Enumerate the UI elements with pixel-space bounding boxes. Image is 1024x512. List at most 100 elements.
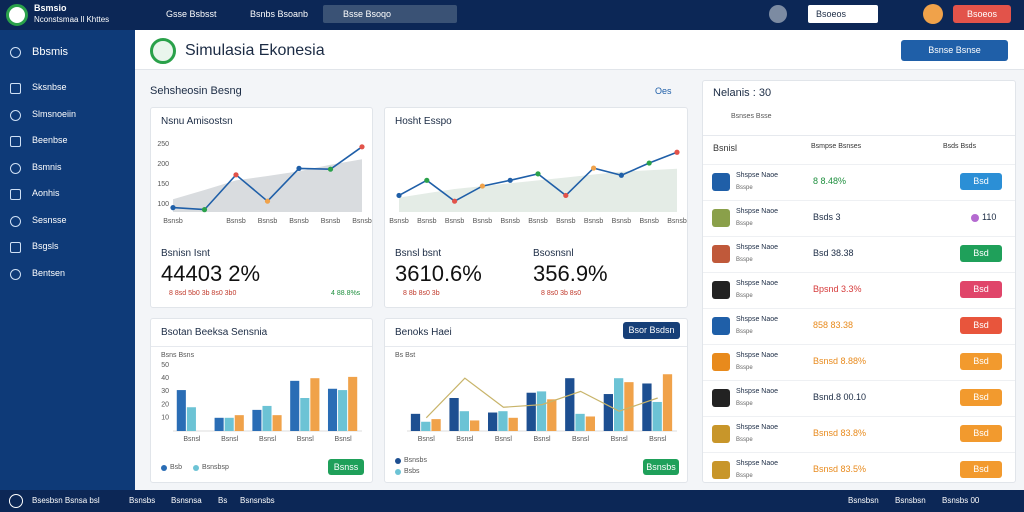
- point: [359, 144, 365, 150]
- bar: [547, 399, 557, 431]
- chart: 10 20 30 40 50 Bsnsl Bsnsl Bsnsl Bsnsl Bsnsl: [161, 362, 362, 443]
- x-tick-label: Bsnsl: [495, 436, 513, 443]
- nav-item[interactable]: Bsmnis: [32, 161, 62, 172]
- bar: [575, 413, 585, 431]
- bar: [272, 415, 282, 431]
- row-button[interactable]: Bsd: [960, 389, 1002, 406]
- row-button[interactable]: Bsd: [960, 173, 1002, 190]
- nav-item[interactable]: Sesnsse: [32, 214, 67, 225]
- row-button[interactable]: Bsd: [960, 353, 1002, 370]
- row-name: Shspse Naoe: [736, 280, 779, 287]
- bar: [662, 374, 673, 431]
- divider: [703, 135, 1015, 136]
- tab[interactable]: Gsse Bsbsst: [166, 9, 217, 19]
- row-button[interactable]: Bsd: [960, 281, 1002, 298]
- bar: [310, 378, 320, 431]
- x-tick-label: Bsnsb: [473, 218, 493, 225]
- avatar[interactable]: [769, 5, 787, 23]
- profile[interactable]: [923, 4, 943, 24]
- bar: [652, 401, 662, 431]
- point: [591, 165, 597, 171]
- row-icon: [712, 317, 730, 335]
- section-filter[interactable]: Oes: [655, 86, 672, 96]
- x-tick-label: Bsnsl: [297, 436, 315, 443]
- row-value: Bsnsd 83.5%: [813, 464, 867, 474]
- row-divider: [703, 200, 1015, 201]
- legend-label: Bsbs: [404, 468, 420, 475]
- row-icon: [712, 425, 730, 443]
- header-button[interactable]: Bsnse Bsnse: [901, 40, 1008, 61]
- nav-item[interactable]: Sksnbse: [32, 82, 67, 92]
- nav-item[interactable]: Aonhis: [32, 188, 60, 198]
- nav-item[interactable]: Bsgsls: [32, 241, 59, 251]
- row-icon: [712, 245, 730, 263]
- stat-value: 44403 2%: [161, 261, 261, 286]
- row-button[interactable]: Bsd: [960, 317, 1002, 334]
- legend-label: Bsnsbsp: [202, 464, 229, 471]
- bar: [176, 390, 186, 431]
- card-title: Benoks Haei: [395, 327, 452, 338]
- tab[interactable]: Bsnbs Bsoanb: [250, 9, 309, 19]
- area: [173, 159, 362, 212]
- point: [296, 165, 302, 171]
- footer-text: Bsesbsn Bsnsa bsl: [32, 496, 100, 505]
- row-button[interactable]: Bsd: [960, 461, 1002, 478]
- card: Benoks Haei Bsor Bsdsn Bs Bst Bsnsl Bsnsl Bsn…: [384, 318, 688, 483]
- panel-title: Nelanis : 30: [713, 87, 772, 99]
- nav-item[interactable]: Slmsnoeiin: [32, 108, 77, 119]
- bar: [431, 419, 441, 431]
- card: Hosht Esspo Bsnsb Bsnsb Bsnsb Bsnsb Bsnsb Bsns…: [384, 107, 688, 308]
- x-tick-label: Bsnsl: [335, 436, 353, 443]
- legend-dot: [395, 458, 401, 464]
- footer-icon: [9, 494, 23, 508]
- bar: [508, 417, 518, 431]
- row-value: Bsnd.8 00.10: [813, 392, 867, 402]
- x-tick-label: Bsnsb: [528, 218, 548, 225]
- row-sub: Bsspe: [736, 365, 753, 371]
- footer-text: Bsnsnsbs: [240, 496, 275, 505]
- point: [674, 149, 680, 155]
- point: [327, 166, 334, 172]
- y-tick-label: 150: [157, 181, 169, 188]
- card-button[interactable]: Bsnsbs: [643, 459, 679, 475]
- card-button[interactable]: Bsnss: [328, 459, 364, 475]
- bar: [300, 398, 310, 431]
- row-divider: [703, 416, 1015, 417]
- nav-icon: [10, 47, 21, 58]
- row-sub: Bsspe: [736, 401, 753, 407]
- x-tick-label: Bsnsb: [321, 218, 341, 225]
- bar: [338, 390, 348, 431]
- bar: [214, 417, 224, 431]
- action-button[interactable]: Bsoeos: [953, 5, 1011, 23]
- point: [563, 192, 569, 199]
- bar: [498, 411, 508, 431]
- dropdown[interactable]: Bsoeos: [808, 5, 878, 23]
- nav-item[interactable]: Bentsen: [32, 267, 66, 278]
- nav-icon: [10, 189, 21, 200]
- footer-text: Bsnsbs 00: [942, 496, 980, 505]
- panel: Nelanis : 30 Bsnses Bsse Bsnisl Bsmpse Bsns…: [702, 80, 1016, 483]
- stat-note: 8 8s0 3b 8s0: [541, 290, 582, 297]
- point: [646, 160, 652, 166]
- card-button[interactable]: Bsor Bsdsn: [623, 322, 680, 339]
- row-button[interactable]: Bsd: [960, 425, 1002, 442]
- row-name: Shspse Naoe: [736, 388, 779, 395]
- row-value: Bsds 3: [813, 212, 841, 222]
- row-name: Shspse Naoe: [736, 316, 779, 323]
- search-box[interactable]: Bsse Bsoqo: [323, 5, 457, 23]
- x-tick-label: Bsnsb: [667, 218, 687, 225]
- row-button[interactable]: Bsd: [960, 245, 1002, 262]
- bar: [449, 398, 459, 431]
- legend-dot: [193, 465, 199, 471]
- x-tick-label: Bsnsb: [445, 218, 465, 225]
- row-icon: [712, 281, 730, 299]
- stat-label: Bsnsl bsnt: [395, 248, 442, 259]
- x-tick-label: Bsnsl: [456, 436, 474, 443]
- x-tick-label: Bsnsl: [418, 436, 436, 443]
- brand: Bsmsio: [34, 3, 67, 13]
- bar: [262, 405, 272, 431]
- nav-item[interactable]: Beenbse: [32, 135, 68, 145]
- nav-item[interactable]: Bbsmis: [32, 46, 69, 58]
- top-bar: Bsmsio Nconstsmaa ll Khttes Gsse Bsbsst …: [0, 0, 1024, 30]
- row-name: Shspse Naoe: [736, 208, 779, 215]
